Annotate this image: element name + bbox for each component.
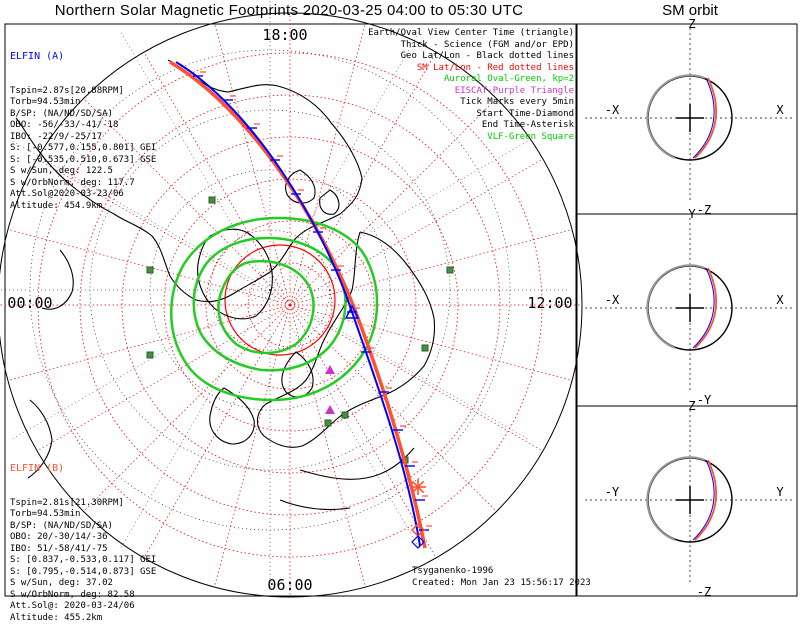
- sm-lon-line: [8, 305, 290, 381]
- sm-label-right: X: [776, 293, 784, 307]
- elfin-a-line-1: Torb=94.53min: [10, 97, 156, 109]
- elfin-b-line-8: S w/OrbNorm, deg: 82.58: [10, 590, 156, 602]
- sm-panel-2: Z -Z -Y Y: [585, 399, 795, 599]
- elfin-a-info: ELFIN (A) Tspin=2.87s[20.88RPM]Torb=94.5…: [10, 28, 156, 109]
- elfin-b-line-2: B/SP: (NA/ND/SD/SA): [10, 521, 156, 533]
- legend-item-3: SM Lat/Lon - Red dotted lines: [368, 63, 574, 75]
- elfin-a-line-5: S: [-0.577,0.155,0.801] GEI: [10, 143, 156, 155]
- end-asterisk: [410, 479, 426, 495]
- legend: Earth/Oval View Center Time (triangle)Th…: [368, 28, 574, 143]
- sm-label-top: Z: [688, 399, 695, 413]
- sm-label-left: -X: [605, 103, 620, 117]
- elfin-b-info: ELFIN (B) Tspin=2.81s[21.30RPM]Torb=94.5…: [10, 440, 156, 521]
- sm-lon-line: [144, 305, 290, 558]
- eiscat-markers: [325, 365, 335, 414]
- vlf-station-marker: [342, 412, 348, 418]
- legend-item-2: Geo Lat/Lon - Black dotted lines: [368, 51, 574, 63]
- vlf-station-marker: [422, 345, 428, 351]
- vlf-station-marker: [325, 420, 331, 426]
- eiscat-triangle: [325, 365, 335, 374]
- sm-lon-line: [37, 305, 290, 451]
- vlf-station-marker: [447, 267, 453, 273]
- created-timestamp: Created: Mon Jan 23 15:56:17 2023: [412, 578, 591, 588]
- legend-item-1: Thick - Science (FGM and/or EPD): [368, 40, 574, 52]
- elfin-a-line-2: B/SP: (NA/ND/SD/SA): [10, 109, 156, 121]
- elfin-b-line-7: S w/Sun, deg: 37.02: [10, 578, 156, 590]
- elfin-a-line-0: Tspin=2.87s[20.88RPM]: [10, 86, 156, 98]
- sm-label-top: Y: [688, 207, 696, 221]
- elfin-a-name: ELFIN (A): [10, 51, 156, 63]
- elfin-a-line-3: OBO: -56/-33/-41/-18: [10, 120, 156, 132]
- elfin-b-line-5: S: [0.837,-0.533,0.117] GEI: [10, 555, 156, 567]
- model-credit: Tsyganenko-1996: [412, 566, 493, 576]
- elfin-a-line-7: S w/Sun, deg: 122.5: [10, 166, 156, 178]
- sm-label-bottom: -Z: [697, 585, 711, 599]
- elfin-b-line-0: Tspin=2.81s[21.30RPM]: [10, 498, 156, 510]
- sm-label-top: Z: [688, 17, 695, 31]
- vlf-station-marker: [209, 197, 215, 203]
- mlt-label-right: 12:00: [527, 294, 572, 312]
- sm-lon-line: [290, 159, 543, 305]
- elfin-b-line-4: IBO: 51/-58/41/-75: [10, 544, 156, 556]
- vlf-station-marker: [147, 267, 153, 273]
- legend-item-4: Auroral Oval-Green, kp=2: [368, 74, 574, 86]
- eiscat-triangle: [325, 405, 335, 414]
- legend-item-5: EISCAT-Purple Triangle: [368, 86, 574, 98]
- legend-item-8: End Time-Asterisk: [368, 120, 574, 132]
- sm-label-bottom: -Y: [697, 393, 712, 407]
- auroral-oval-inner: [194, 238, 346, 370]
- sm-panel-1: Y -Y -X X: [585, 207, 795, 407]
- sm-label-right: Y: [776, 485, 784, 499]
- elfin-b-line-9: Att.Sol@: 2020-03-24/06: [10, 601, 156, 613]
- sm-label-bottom: -Z: [697, 203, 711, 217]
- mlt-label-left: 00:00: [7, 294, 52, 312]
- vlf-stations: [147, 197, 453, 463]
- elfin-b-name: ELFIN (B): [10, 463, 156, 475]
- elfin-a-line-8: S w/OrbNorm, deg: 117.7: [10, 178, 156, 190]
- vlf-station-marker: [147, 352, 153, 358]
- elfin-b-line-3: OBO: 20/-30/14/-36: [10, 532, 156, 544]
- legend-item-6: Tick Marks every 5min: [368, 97, 574, 109]
- coastline-europe-west: [210, 388, 255, 444]
- elfin-b-line-10: Altitude: 455.2km: [10, 613, 156, 624]
- orbit-gray: [647, 265, 705, 348]
- coastline-scandinavia: [282, 352, 313, 397]
- orbit-gray: [647, 457, 705, 540]
- mlt-label-top: 18:00: [262, 26, 307, 44]
- legend-item-9: VLF-Green Square: [368, 132, 574, 144]
- sm-orbit-panels: Z -Z -X X Y -Y -X X Z -Z -Y Y: [585, 17, 795, 599]
- elfin-a-line-10: Altitude: 454.9km: [10, 201, 156, 213]
- elfin-b-line-6: S: [0.795,-0.514,0.873] GSE: [10, 567, 156, 579]
- elfin-a-line-4: IBO: -22/9/-25/17: [10, 132, 156, 144]
- elfin-a-line-6: S: [-0.535,0.510,0.673] GSE: [10, 155, 156, 167]
- sm-label-left: -X: [605, 293, 620, 307]
- coastline-south: [280, 448, 414, 510]
- legend-item-0: Earth/Oval View Center Time (triangle): [368, 28, 574, 40]
- elfin-a-line-9: Att.Sol@2020-03-23/06: [10, 189, 156, 201]
- sm-panel-0: Z -Z -X X: [585, 17, 795, 217]
- sm-label-left: -Y: [605, 485, 620, 499]
- sm-label-right: X: [776, 103, 784, 117]
- orbit-gray: [647, 75, 705, 158]
- mlt-label-bottom: 06:00: [267, 576, 312, 594]
- legend-item-7: Start Time-Diamond: [368, 109, 574, 121]
- elfin-b-line-1: Torb=94.53min: [10, 509, 156, 521]
